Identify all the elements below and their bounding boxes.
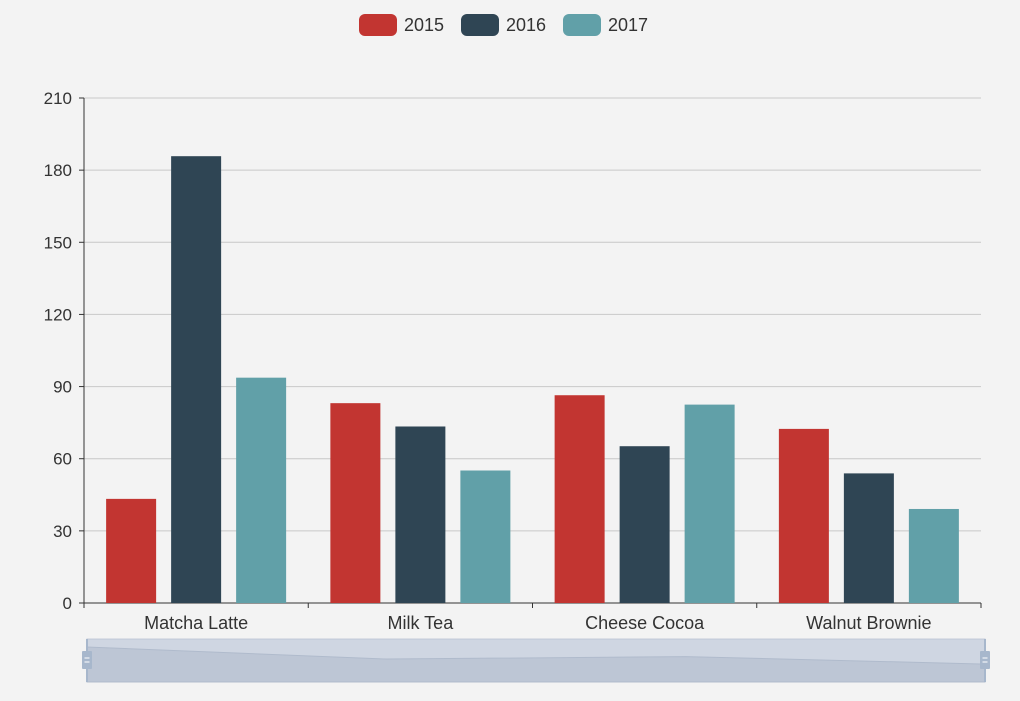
- bar-2016-4[interactable]: [843, 473, 894, 603]
- legend-label: 2017: [608, 15, 648, 35]
- handle-grip: [82, 651, 92, 669]
- legend-swatch: [461, 14, 499, 36]
- bar-2016-1[interactable]: [171, 156, 222, 603]
- bar-2015-2[interactable]: [330, 403, 381, 603]
- legend-item-2015[interactable]: 2015: [359, 14, 444, 36]
- y-tick-label: 180: [44, 161, 72, 180]
- grid-lines: [84, 97, 981, 532]
- bar-2017-4[interactable]: [908, 508, 959, 603]
- legend-item-2016[interactable]: 2016: [461, 14, 546, 36]
- x-tick-label: Milk Tea: [388, 613, 455, 633]
- legend: 2015 2016 2017: [359, 14, 648, 36]
- legend-label: 2016: [506, 15, 546, 35]
- y-tick-label: 60: [53, 450, 72, 469]
- y-tick-label: 30: [53, 522, 72, 541]
- legend-swatch: [359, 14, 397, 36]
- data-zoom-handle-left[interactable]: [82, 639, 92, 682]
- bar-2015-1[interactable]: [106, 498, 157, 603]
- y-tick-label: 210: [44, 89, 72, 108]
- y-tick-label: 0: [63, 594, 72, 613]
- handle-grip: [980, 651, 990, 669]
- y-tick-label: 90: [53, 378, 72, 397]
- data-zoom-slider[interactable]: [82, 638, 990, 683]
- legend-label: 2015: [404, 15, 444, 35]
- data-zoom-handle-right[interactable]: [980, 639, 990, 682]
- bar-2017-3[interactable]: [684, 404, 735, 603]
- x-tick-label: Matcha Latte: [144, 613, 248, 633]
- y-tick-label: 150: [44, 233, 72, 252]
- bar-2016-3[interactable]: [619, 446, 670, 603]
- x-tick-label: Walnut Brownie: [806, 613, 931, 633]
- bar-2015-4[interactable]: [778, 428, 829, 603]
- legend-swatch: [563, 14, 601, 36]
- x-axis: Matcha Latte Milk Tea Cheese Cocoa Walnut B…: [83, 602, 982, 633]
- y-axis: 0 30 60 90 120 150 180 210: [44, 89, 85, 613]
- data-zoom-window[interactable]: [87, 639, 985, 682]
- bar-2017-1[interactable]: [236, 377, 287, 603]
- legend-item-2017[interactable]: 2017: [563, 14, 648, 36]
- bar-2015-3[interactable]: [554, 395, 605, 603]
- x-tick-label: Cheese Cocoa: [585, 613, 705, 633]
- bar-2017-2[interactable]: [460, 470, 511, 603]
- bars: [106, 156, 959, 603]
- bar-2016-2[interactable]: [395, 426, 446, 603]
- y-tick-label: 120: [44, 305, 72, 324]
